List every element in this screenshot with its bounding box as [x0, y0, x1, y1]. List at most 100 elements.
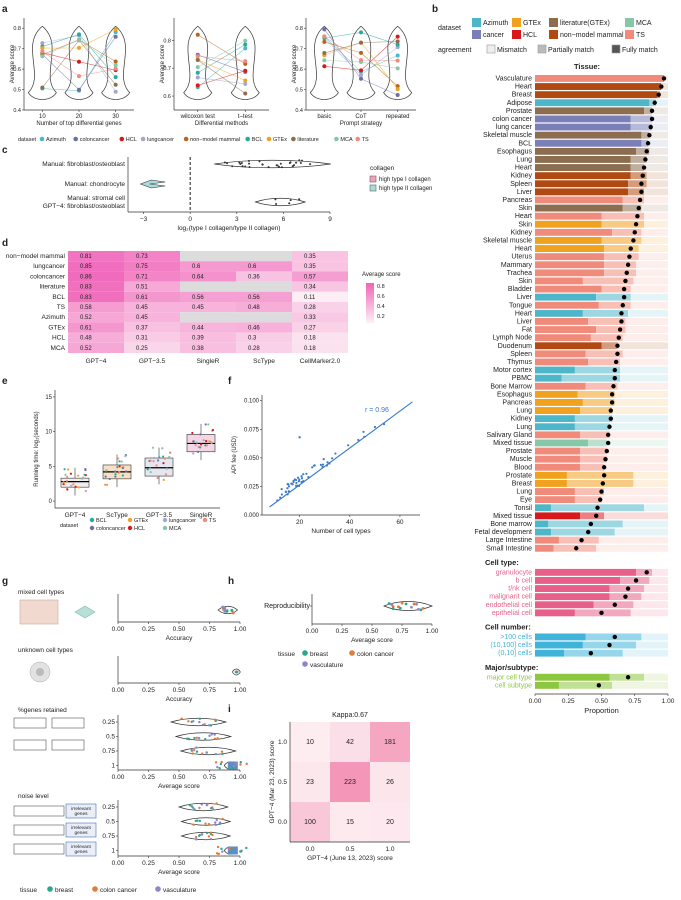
celltype-row-label: granulocyte: [496, 569, 532, 576]
tissue-row-label: Prostate: [506, 472, 532, 479]
panel-g-data-point: [191, 752, 194, 755]
panel-g-gene-box: [13, 843, 65, 855]
panel-e-data-point: [121, 466, 124, 470]
panel-d-cell-value: 0.35: [304, 254, 316, 260]
panel-g-data-point: [197, 736, 201, 740]
panel-g-data-point: [207, 724, 211, 727]
tissue-bar-mismatch: [636, 269, 668, 277]
panel-c-xlabel: log₂(type I collagen/type II collagen): [178, 225, 281, 232]
cellnumber-mean-dot: [607, 642, 612, 648]
panel-g-ytick-label: 0.25: [102, 719, 115, 726]
panel-g-legend-swatch: [92, 886, 98, 892]
panel-d-cell-value: 0.85: [80, 264, 92, 270]
tissue-row-label: Spleen: [510, 351, 532, 358]
panel-g-mixed-title: mixed cell types: [18, 589, 65, 596]
panel-d-heat-cell: [292, 281, 348, 292]
panel-d-cell-value: 0.45: [136, 315, 148, 321]
panel-a-legend-swatch: [140, 136, 146, 142]
tissue-bar-mismatch: [604, 512, 668, 520]
panel-g-legend-label: vasculature: [163, 887, 197, 894]
panel-g-data-point: [218, 767, 221, 770]
panel-h-xtick-label: 0.75: [396, 628, 409, 635]
tissue-bar-full: [535, 342, 602, 350]
panel-g-data-point: [191, 806, 195, 809]
tissue-bar-full: [535, 520, 549, 528]
panel-g-data-point: [232, 764, 236, 768]
panel-e-data-point: [156, 459, 160, 462]
panel-d-heat-cell: [124, 291, 180, 302]
panel-d-cell-value: 0.6: [192, 264, 201, 270]
tissue-bar-partial: [622, 196, 645, 204]
tissue-bar-mismatch: [652, 115, 668, 123]
panel-g-ytick-label: 0.25: [102, 804, 115, 811]
panel-g-legend-label: breast: [55, 887, 73, 894]
panel-g-nucleus-icon: [36, 668, 44, 676]
panel-a-legend-swatch: [39, 136, 45, 142]
panel-d-cell-value: 0.18: [304, 346, 316, 352]
panel-g-data-point: [230, 608, 234, 612]
panel-e-data-point: [118, 465, 121, 468]
panel-d-col-label: GPT−4: [86, 358, 107, 365]
tissue-bar-mismatch: [641, 204, 668, 212]
panel-c-data-point: [295, 161, 298, 164]
celltype-bar-mismatch: [649, 577, 668, 584]
panel-g-gene-box: [13, 805, 65, 817]
panel-b-legend-title: dataset: [438, 25, 461, 32]
panel-c-data-point: [247, 159, 250, 162]
tissue-bar-full: [535, 293, 597, 301]
tissue-bar-full: [535, 455, 581, 463]
panel-a2-ytick-label: 0.8: [163, 38, 171, 44]
panel-d-heat-cell: [292, 271, 348, 282]
tissue-bar-partial: [601, 285, 631, 293]
panel-f-data-point: [331, 457, 334, 460]
panel-h-legend-swatch: [302, 661, 308, 667]
tissue-mean-dot: [636, 205, 641, 211]
panel-g-data-point: [214, 752, 217, 756]
panel-g-data-point: [212, 808, 215, 811]
tissue-bar-partial: [582, 399, 615, 406]
panel-a2-data-point: [195, 70, 200, 75]
panel-a2-data-point: [243, 68, 248, 73]
panel-e-data-point: [125, 470, 128, 473]
panel-f-data-point: [312, 464, 316, 467]
panel-g-data-point: [219, 762, 223, 766]
panel-g-data-point: [195, 746, 198, 749]
panel-a1-ylabel: Average score: [10, 44, 16, 83]
panel-g-noise-xlabel: Average score: [158, 869, 200, 876]
tissue-bar-full: [535, 196, 623, 204]
tissue-bar-mismatch: [652, 123, 668, 131]
panel-e-data-point: [192, 452, 195, 455]
panel-e-legend-swatch: [202, 517, 208, 523]
panel-f-data-point: [292, 480, 295, 484]
panel-h-legend-swatch: [349, 650, 355, 656]
tissue-bar-partial: [628, 180, 647, 188]
panel-d-col-label: GPT−3.5: [139, 358, 166, 365]
cellnumber-row-label: (0,10] cells: [498, 650, 532, 657]
tissue-bar-mismatch: [646, 180, 668, 188]
panel-e-data-point: [151, 446, 155, 449]
tissue-bar-full: [535, 471, 567, 479]
panel-g-data-point: [207, 835, 211, 838]
panel-b-legend-swatch: [549, 18, 558, 27]
panel-e-data-point: [162, 478, 165, 481]
panel-h-data-point: [390, 603, 393, 606]
panel-g-data-point: [239, 761, 242, 764]
celltype-bar-full: [535, 601, 594, 609]
panel-g-data-point: [193, 736, 196, 740]
tissue-bar-partial: [580, 407, 613, 414]
tissue-row-label: Mixed tissue: [493, 440, 532, 447]
celltype-row-label: t/nk cell: [508, 586, 532, 593]
tissue-row-label: Motor cortex: [493, 367, 532, 374]
panel-a3-data-point: [359, 30, 363, 35]
panel-a3-data-point: [359, 73, 363, 78]
cellnumber-bar-full: [535, 633, 586, 641]
tissue-row-label: Breast: [512, 92, 532, 99]
tissue-row-label: Heart: [515, 213, 532, 220]
panel-f-data-point: [284, 490, 288, 493]
panel-f-data-point: [286, 493, 289, 496]
panel-e-data-point: [211, 428, 215, 432]
panel-letter-f: f: [228, 376, 232, 387]
panel-c-data-point: [298, 198, 301, 201]
tissue-bar-full: [535, 253, 605, 261]
tissue-bar-full: [535, 512, 581, 520]
